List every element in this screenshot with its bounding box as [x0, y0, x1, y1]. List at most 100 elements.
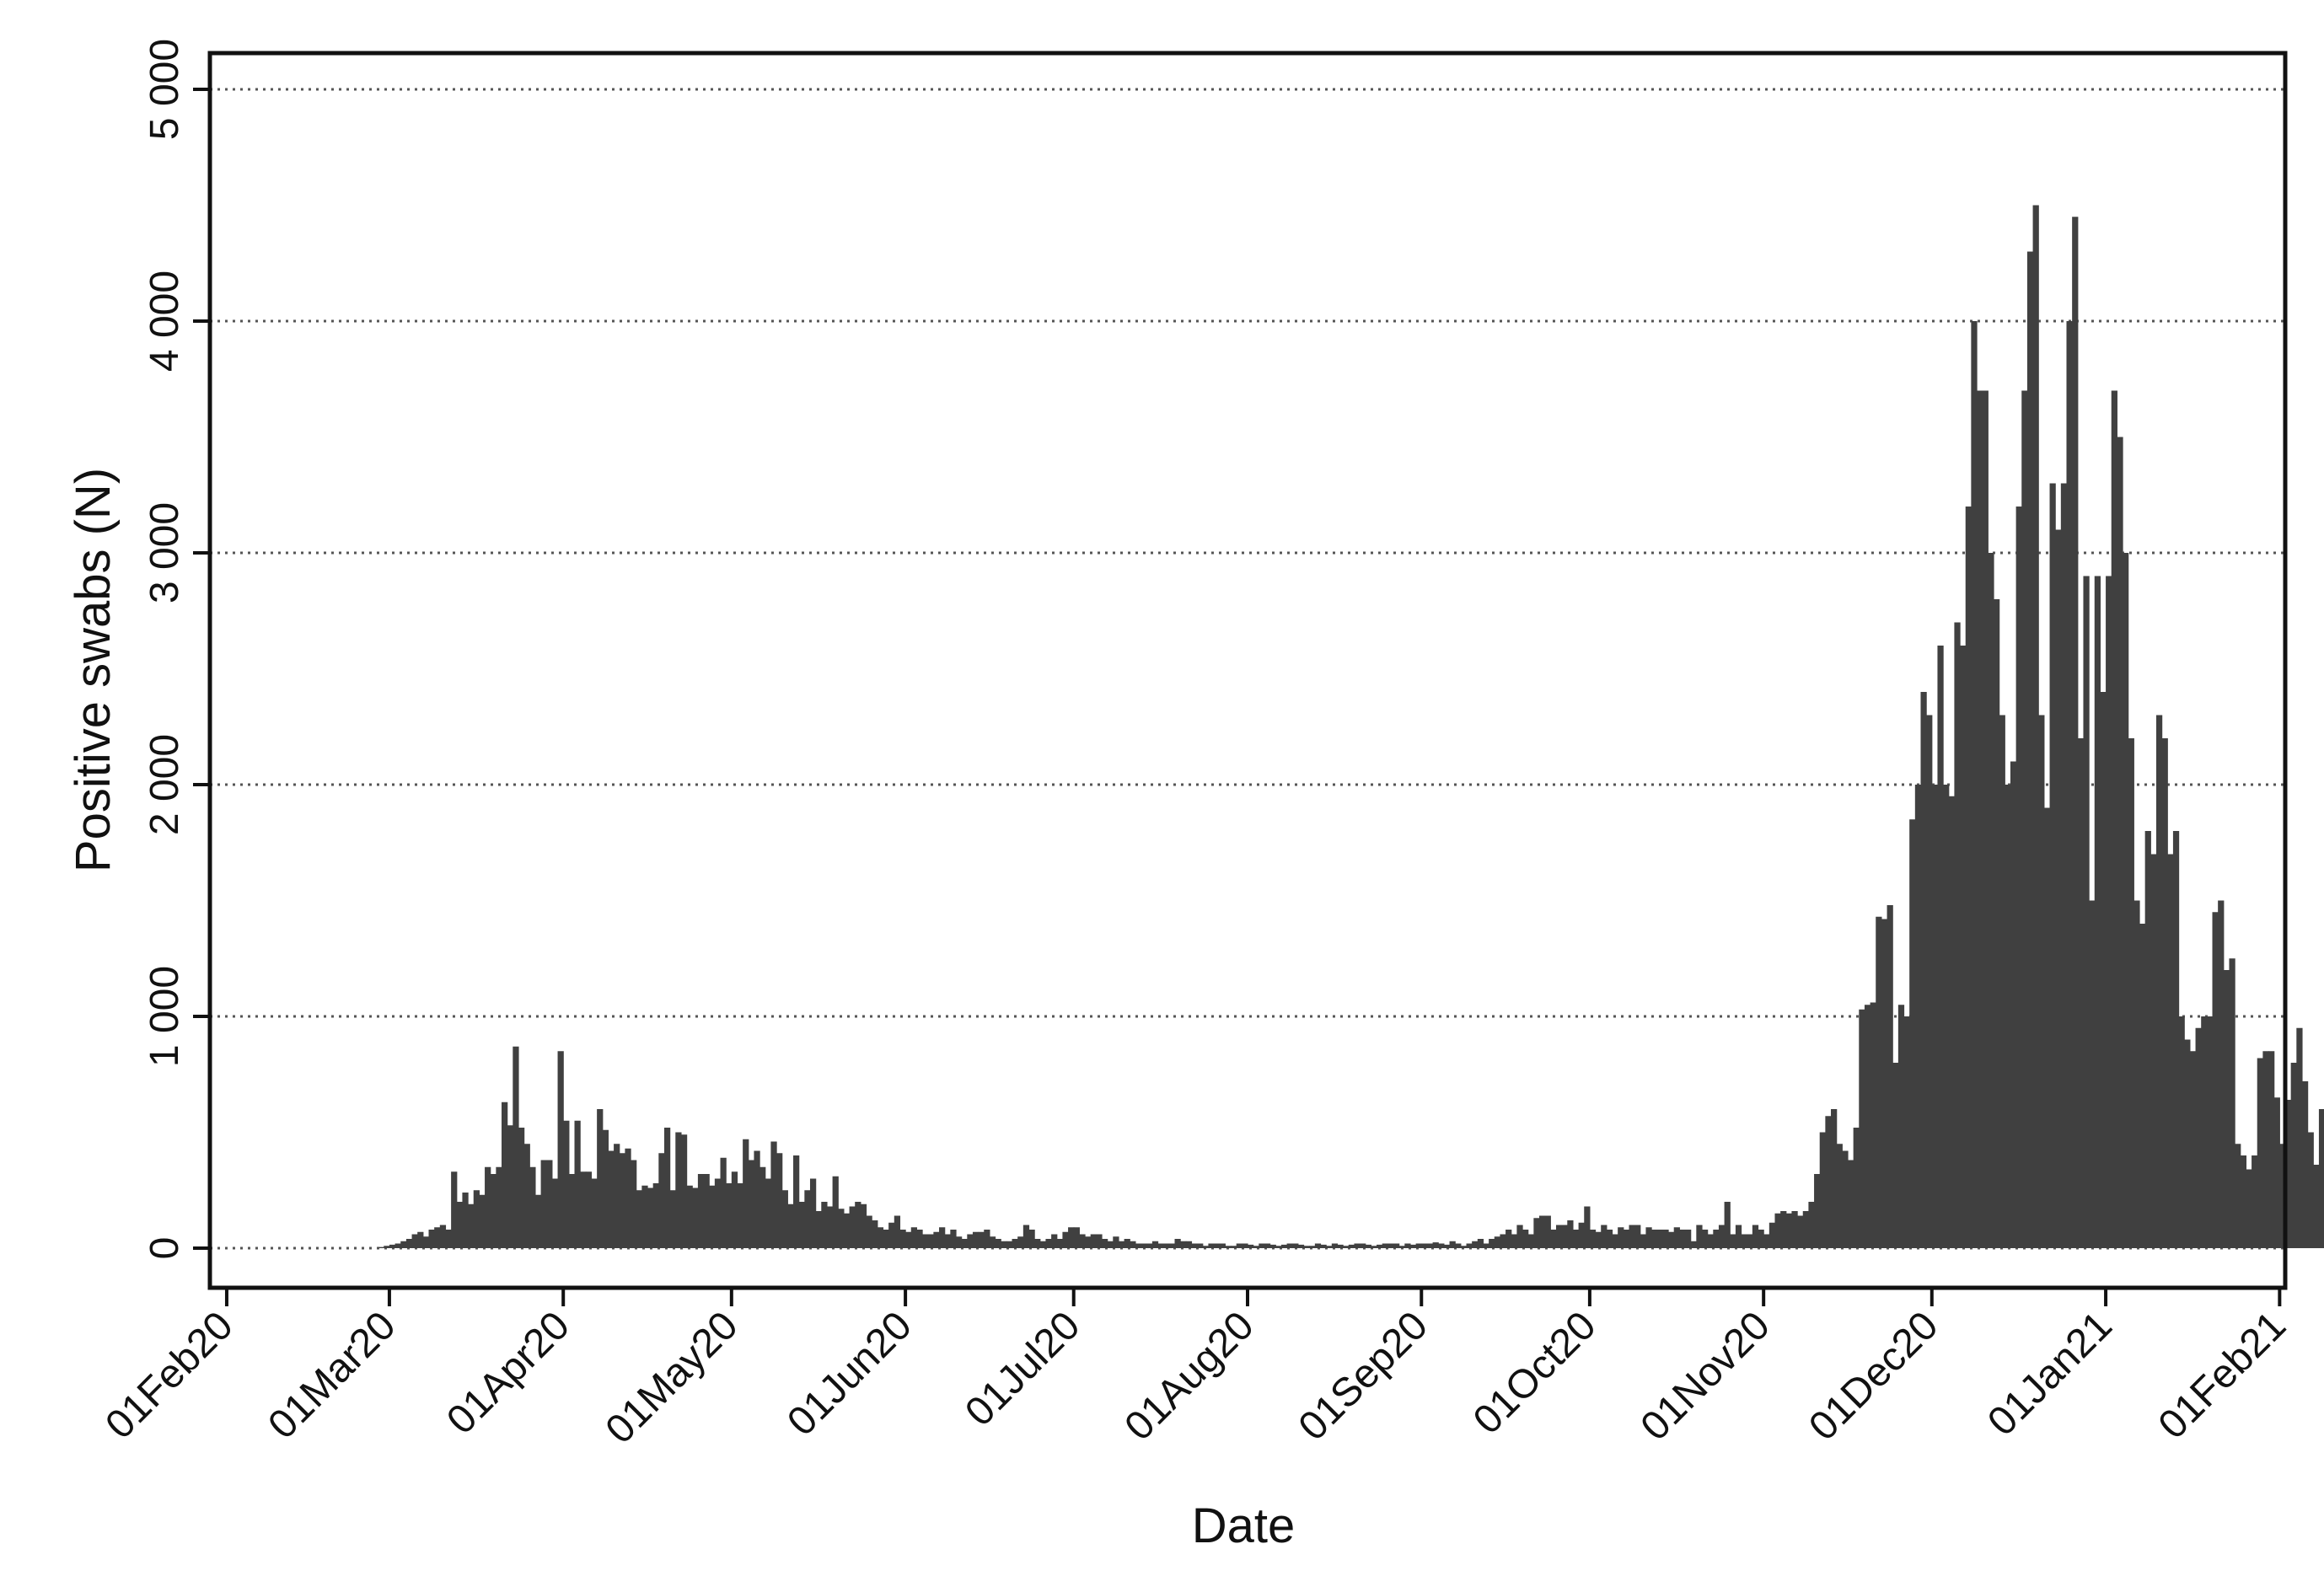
bar — [793, 1155, 800, 1248]
x-tick-label: 01May20 — [597, 1303, 746, 1452]
bar — [1544, 1215, 1551, 1248]
bar — [1360, 1243, 1366, 1248]
bar — [1096, 1234, 1103, 1248]
bar — [2285, 1100, 2292, 1248]
bar — [883, 1230, 889, 1248]
bar — [1752, 1225, 1759, 1248]
bar — [1022, 1225, 1030, 1248]
bar — [411, 1234, 418, 1248]
bar — [1943, 785, 1950, 1248]
bar — [743, 1139, 749, 1248]
x-axis: 01Feb20 01Mar20 01Apr20 01May20 01Jun20 01Jul… — [97, 1288, 2294, 1452]
bar — [765, 1178, 771, 1248]
bar — [1831, 1109, 1838, 1248]
bar — [1432, 1242, 1439, 1249]
bar — [995, 1239, 1001, 1248]
bar — [2021, 390, 2028, 1248]
bar — [1174, 1239, 1181, 1248]
bar — [2296, 1027, 2303, 1248]
bar — [709, 1185, 716, 1248]
bar — [2026, 251, 2034, 1248]
bar — [1231, 1246, 1237, 1248]
bar — [1197, 1243, 1204, 1248]
bar — [2155, 715, 2163, 1248]
bar — [1001, 1241, 1007, 1248]
bar — [1460, 1246, 1468, 1248]
bar — [905, 1231, 912, 1248]
bar — [2252, 1155, 2258, 1248]
bar — [2235, 1144, 2241, 1248]
bar — [692, 1187, 699, 1248]
bar — [798, 1202, 805, 1248]
bar — [2133, 900, 2140, 1248]
bar — [1449, 1241, 1456, 1248]
bar — [1275, 1246, 1282, 1248]
bar — [591, 1178, 598, 1248]
bar — [1662, 1230, 1669, 1248]
bar — [855, 1202, 861, 1248]
bar — [2268, 1051, 2275, 1248]
bar — [1354, 1243, 1361, 1248]
bar — [1146, 1243, 1153, 1248]
bar — [1814, 1174, 1821, 1248]
bar — [1842, 1150, 1849, 1248]
bar — [1707, 1234, 1714, 1248]
x-tick-label: 01Apr20 — [438, 1303, 578, 1443]
bar — [490, 1174, 496, 1248]
bar — [1948, 796, 1956, 1248]
bar — [2032, 205, 2039, 1248]
bar — [1685, 1230, 1692, 1248]
bar — [680, 1134, 688, 1248]
bar — [1387, 1243, 1394, 1248]
bar — [2189, 1051, 2197, 1248]
bar — [1494, 1236, 1501, 1248]
x-tick-label: 01Dec20 — [1801, 1303, 1946, 1449]
bar — [804, 1190, 811, 1248]
bar — [2201, 1016, 2208, 1248]
bar — [400, 1241, 407, 1248]
bar — [1735, 1225, 1742, 1248]
bar — [1382, 1243, 1388, 1248]
bar — [1506, 1230, 1512, 1248]
bar — [748, 1160, 755, 1248]
bar — [1780, 1211, 1787, 1248]
bar — [1157, 1243, 1164, 1248]
bar — [1068, 1227, 1075, 1248]
bar — [1039, 1241, 1047, 1248]
bar — [787, 1203, 794, 1248]
bar — [910, 1227, 918, 1248]
bar — [1897, 1005, 1905, 1248]
bar — [1937, 646, 1944, 1248]
x-tick-label: 01Oct20 — [1465, 1303, 1605, 1443]
bar — [1489, 1239, 1495, 1248]
bar — [2077, 738, 2085, 1248]
bar — [2150, 854, 2157, 1248]
bar — [2123, 553, 2129, 1248]
bar — [580, 1171, 587, 1248]
bar — [1533, 1218, 1540, 1248]
bar — [1584, 1206, 1591, 1248]
bar — [451, 1171, 458, 1248]
bar — [1118, 1241, 1125, 1248]
bar — [1589, 1230, 1597, 1248]
bar — [1006, 1241, 1013, 1248]
bar — [955, 1236, 963, 1248]
bar — [832, 1176, 839, 1248]
bar — [518, 1128, 525, 1248]
bar — [1415, 1243, 1422, 1248]
bar — [663, 1128, 671, 1248]
bar — [1248, 1244, 1254, 1249]
bar — [2038, 715, 2045, 1248]
bar — [1219, 1243, 1226, 1248]
bar — [781, 1190, 788, 1248]
bar — [1377, 1244, 1383, 1249]
bar — [529, 1166, 536, 1248]
bar — [1309, 1246, 1316, 1248]
bar — [737, 1183, 743, 1248]
bar — [1012, 1239, 1018, 1248]
bar — [1280, 1244, 1288, 1249]
bar — [1701, 1230, 1709, 1248]
bar — [1847, 1160, 1854, 1248]
bar — [2307, 1132, 2314, 1248]
bar — [2172, 831, 2180, 1248]
